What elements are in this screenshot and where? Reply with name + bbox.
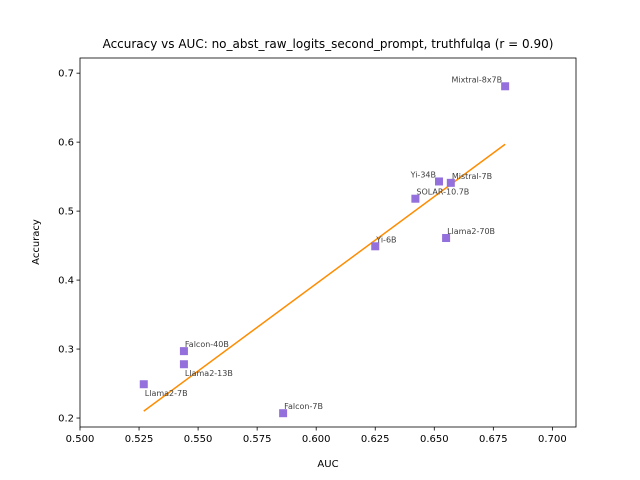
- x-tick-label: 0.700: [538, 434, 567, 445]
- point-label: Falcon-40B: [185, 340, 229, 349]
- y-tick-label: 0.3: [58, 345, 74, 356]
- plot-area: Mixtral-8x7B Yi-34B Mistral-7B SOLAR-10.7B L…: [139, 75, 510, 418]
- x-tick-label: 0.625: [361, 434, 390, 445]
- data-point: [179, 360, 188, 369]
- plot-frame: [79, 57, 577, 428]
- data-point: [179, 347, 188, 356]
- y-tick-label: 0.6: [58, 138, 74, 149]
- fit-line: [143, 143, 506, 412]
- y-tick-label: 0.4: [58, 276, 74, 287]
- x-axis-label: AUC: [317, 459, 338, 470]
- point-label: Mistral-7B: [452, 172, 492, 181]
- point-label: Yi-6B: [375, 235, 396, 244]
- y-tick-label: 0.5: [58, 207, 74, 218]
- point-label: Llama2-7B: [145, 389, 188, 398]
- chart-title: Accuracy vs AUC: no_abst_raw_logits_seco…: [103, 37, 554, 51]
- x-tick-label: 0.575: [243, 434, 272, 445]
- point-label: Llama2-13B: [185, 369, 233, 378]
- data-point: [139, 380, 148, 389]
- point-label: SOLAR-10.7B: [416, 188, 469, 197]
- x-tick-label: 0.500: [66, 434, 95, 445]
- point-label: Mixtral-8x7B: [451, 75, 502, 84]
- point-label: Yi-34B: [410, 170, 436, 179]
- data-point: [411, 194, 420, 203]
- y-axis: 0.2 0.3 0.4 0.5 0.6 0.7: [58, 69, 80, 425]
- x-axis: 0.500 0.525 0.550 0.575 0.600 0.625 0.650 0.675…: [66, 427, 567, 445]
- data-point: [435, 177, 444, 186]
- data-point: [442, 234, 451, 243]
- x-tick-label: 0.650: [420, 434, 449, 445]
- y-tick-label: 0.2: [58, 414, 74, 425]
- x-tick-label: 0.675: [479, 434, 508, 445]
- x-tick-label: 0.550: [184, 434, 213, 445]
- point-label: Falcon-7B: [284, 402, 323, 411]
- data-point: [501, 82, 510, 91]
- data-point: [446, 178, 455, 187]
- x-tick-label: 0.525: [125, 434, 154, 445]
- y-tick-label: 0.7: [58, 69, 74, 80]
- point-label: Llama2-70B: [447, 227, 495, 236]
- data-point: [371, 242, 380, 251]
- data-point: [279, 409, 288, 418]
- y-axis-label: Accuracy: [31, 219, 42, 265]
- x-tick-label: 0.600: [302, 434, 331, 445]
